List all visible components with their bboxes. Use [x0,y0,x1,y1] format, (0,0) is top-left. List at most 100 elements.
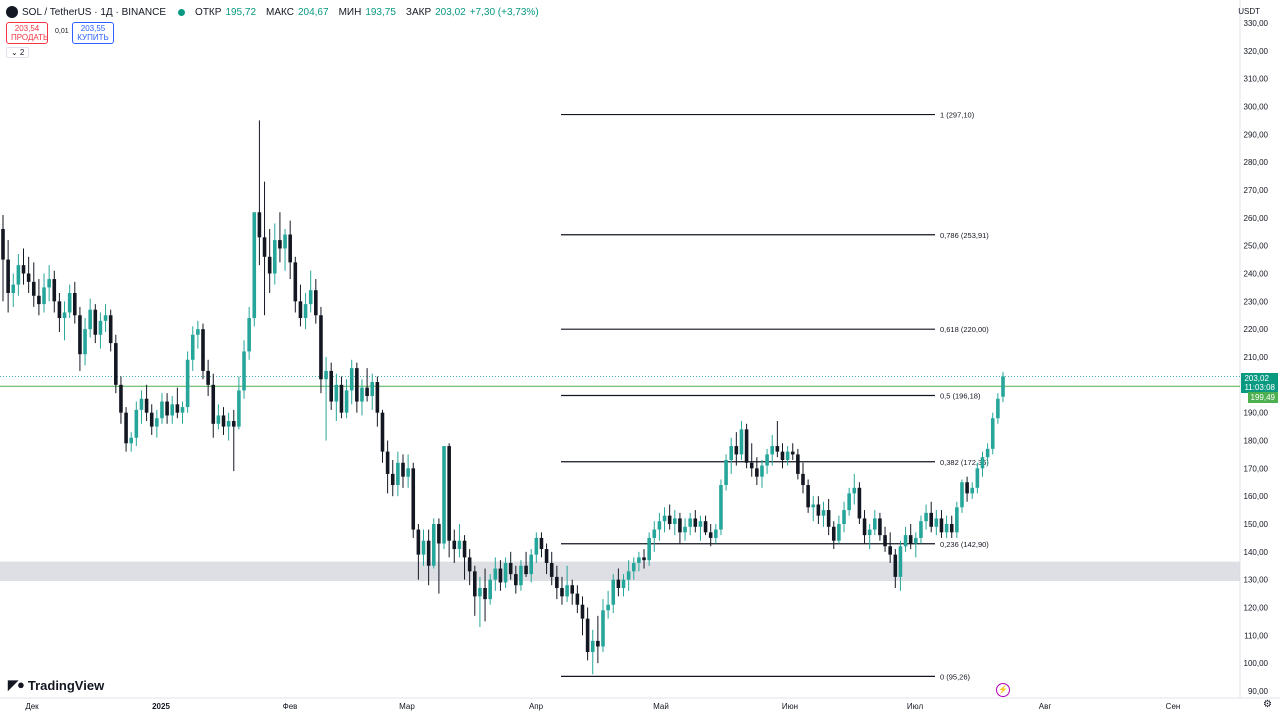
candle-body-down [580,604,585,619]
candle-body-down [857,487,862,519]
candle-body-up [724,459,728,486]
y-tick-label: 260,00 [1244,214,1269,223]
candle-body-down [775,446,780,452]
candle-body-down [231,421,236,427]
candle-body-down [78,315,82,355]
candle-body-down [114,343,118,385]
candle-body-up [529,554,533,575]
candle-body-down [524,565,528,575]
candle-body-up [955,507,959,533]
candle-body-up [842,510,846,524]
candle-body-up [847,493,851,511]
fib-level-label: 0,618 (220,00) [940,325,989,334]
spread-value: 0,01 [55,28,69,35]
candle-body-up [719,485,723,530]
tradingview-logo-icon: ◤● [8,677,25,692]
candle-body-down [108,315,113,344]
last-price: 203,02 [1244,374,1269,383]
candle-body-down [883,535,887,547]
candle-body-down [708,532,713,538]
candle-body-down [380,412,385,452]
candle-body-down [585,618,590,653]
x-tick-label: 2025 [152,702,170,711]
y-tick-label: 110,00 [1244,631,1268,640]
candle-body-down [119,384,123,413]
indicators-toggle[interactable]: ⌄ 2 [6,47,30,58]
y-tick-label: 100,00 [1244,659,1269,668]
tradingview-logo[interactable]: ◤● TradingView [8,677,104,693]
candle-body-up [785,451,790,460]
candle-body-up [155,418,159,427]
candle-body-down [878,518,882,536]
candle-body-up [11,284,16,293]
y-tick-label: 320,00 [1244,47,1269,56]
candle-body-down [749,462,754,469]
candle-body-down [616,579,621,589]
sell-button[interactable]: 203,54 ПРОДАТЬ [6,22,48,44]
candle-body-down [385,451,390,474]
change-value: +7,30 (+3,73%) [469,6,539,18]
currency-label[interactable]: USDT [1238,7,1260,16]
candle-body-down [73,292,77,316]
x-tick-label: Апр [529,702,544,711]
chart-header: SOL / TetherUS · 1Д · BINANCE ОТКР 195,72… [6,4,539,20]
fib-level-label: 0,5 (196,18) [940,391,981,400]
candle-body-down [262,237,267,257]
candle-body-up [421,540,426,555]
candle-body-down [124,412,128,444]
candle-body-up [160,401,164,419]
candle-body-up [924,512,928,522]
candle-body-down [375,382,380,413]
candle-body-down [411,468,416,530]
candle-body-down [806,485,810,508]
candle-body-down [426,540,431,566]
candle-body-down [826,510,831,527]
y-tick-label: 300,00 [1244,103,1269,112]
candle-body-up [611,579,616,605]
candle-body-up [273,240,277,274]
candle-body-up [16,265,21,285]
candle-body-down [365,387,369,396]
fib-level-label: 1 (297,10) [940,111,975,120]
candle-body-down [26,273,31,282]
candle-body-up [503,562,508,583]
candle-body-down [755,468,759,477]
buy-label: КУПИТЬ [77,33,109,42]
candle-body-down [401,462,405,477]
candle-body-up [960,482,964,508]
candle-body-down [462,540,467,558]
candle-body-up [662,515,667,522]
candle-body-up [134,409,139,438]
high-label: МАКС [266,6,294,18]
candle-body-up [970,487,975,494]
candle-body-up [637,557,641,563]
candle-body-down [93,309,98,335]
gear-icon[interactable]: ⚙ [1263,699,1272,710]
candle-body-up [688,518,692,527]
candle-body-up [590,640,595,653]
y-tick-label: 230,00 [1244,297,1269,306]
candle-body-up [170,404,175,416]
y-tick-label: 180,00 [1244,437,1269,446]
lightning-icon[interactable]: ⚡ [996,683,1010,697]
candle-body-up [980,457,985,469]
candle-body-up [729,446,733,460]
candle-body-up [837,524,841,541]
candle-body-down [734,446,739,455]
line-price-tag: 199,49 [1247,392,1278,403]
x-tick-label: Июл [907,702,924,711]
symbol-title[interactable]: SOL / TetherUS · 1Д · BINANCE [22,6,167,18]
candle-body-up [990,418,995,449]
candle-body-down [206,370,210,385]
buy-button[interactable]: 203,55 КУПИТЬ [72,22,114,44]
candle-body-up [698,521,703,527]
candle-body-up [673,518,677,524]
last-price-tag: 203,02 11:03:08 [1241,373,1278,393]
candle-body-up [216,415,221,424]
candle-body-up [196,329,200,335]
candle-body-up [242,351,246,391]
y-tick-label: 160,00 [1244,492,1269,501]
candle-body-down [693,518,698,527]
candle-body-up [898,546,903,577]
